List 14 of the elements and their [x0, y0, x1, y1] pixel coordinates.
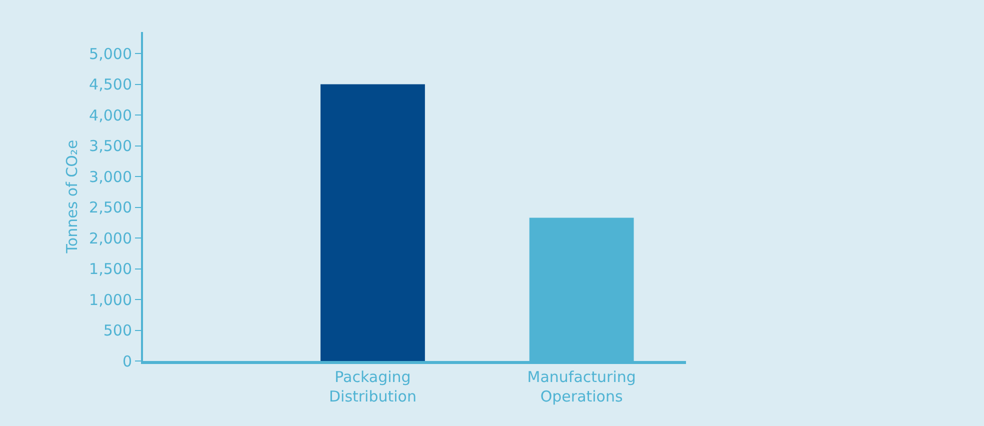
y-tick-label: 0	[122, 352, 132, 370]
y-tick-label: 3,500	[89, 137, 132, 156]
y-tick-label: 1,500	[89, 260, 132, 278]
x-tick-label: Manufacturing Operations	[527, 368, 636, 406]
x-tick-label: Packaging Distribution	[328, 368, 416, 406]
y-tick-label: 5,000	[89, 44, 132, 63]
y-tick-label: 500	[103, 322, 132, 340]
y-tick-label: 2,500	[89, 198, 132, 217]
y-tick-label: 4,000	[89, 106, 132, 124]
y-tick-label: 2,000	[89, 229, 132, 248]
y-tick-label: 4,500	[89, 76, 132, 94]
y-tick-label: 1,000	[89, 290, 132, 309]
y-tick-label: 3,000	[89, 168, 132, 186]
y-axis-title: Tonnes of CO₂e	[62, 140, 81, 254]
